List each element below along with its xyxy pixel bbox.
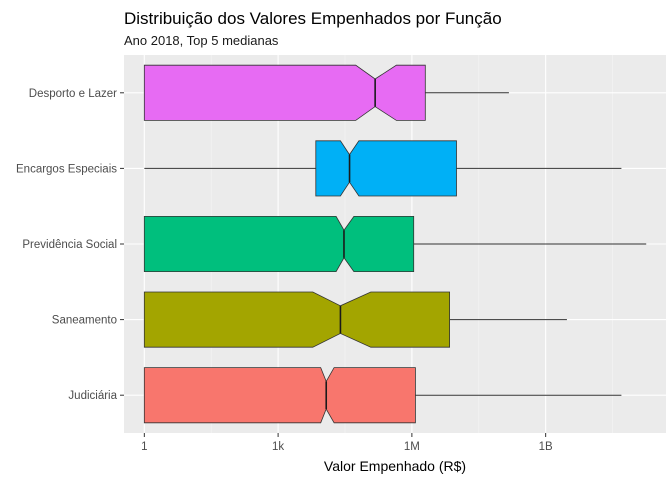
box-1 bbox=[143, 64, 509, 121]
axis-layer: Desporto e Lazer Encargos Especiais Previd… bbox=[16, 88, 553, 453]
x-tick-label: 1 bbox=[141, 441, 147, 453]
chart-title: Distribuição dos Valores Empenhados por … bbox=[124, 9, 502, 28]
y-tick-label: Judiciária bbox=[68, 390, 117, 402]
x-axis-title: Valor Empenhado (R$) bbox=[324, 458, 466, 474]
chart-subtitle: Ano 2018, Top 5 medianas bbox=[124, 33, 279, 48]
y-tick-label: Previdência Social bbox=[22, 239, 117, 251]
box-2 bbox=[144, 140, 622, 197]
box-body bbox=[143, 215, 415, 273]
x-tick-label: 1B bbox=[539, 441, 553, 453]
box-body bbox=[143, 367, 416, 424]
y-tick-label: Saneamento bbox=[52, 315, 117, 327]
box-layer bbox=[143, 64, 647, 424]
x-tick-label: 1M bbox=[404, 441, 420, 453]
box-3 bbox=[143, 215, 647, 273]
box-body bbox=[143, 64, 426, 121]
box-body bbox=[315, 140, 457, 197]
box-5 bbox=[143, 367, 622, 424]
box-4 bbox=[143, 291, 567, 348]
x-tick-label: 1k bbox=[272, 441, 284, 453]
y-tick-label: Encargos Especiais bbox=[16, 163, 117, 175]
box-body bbox=[143, 291, 451, 348]
y-tick-label: Desporto e Lazer bbox=[29, 88, 117, 100]
